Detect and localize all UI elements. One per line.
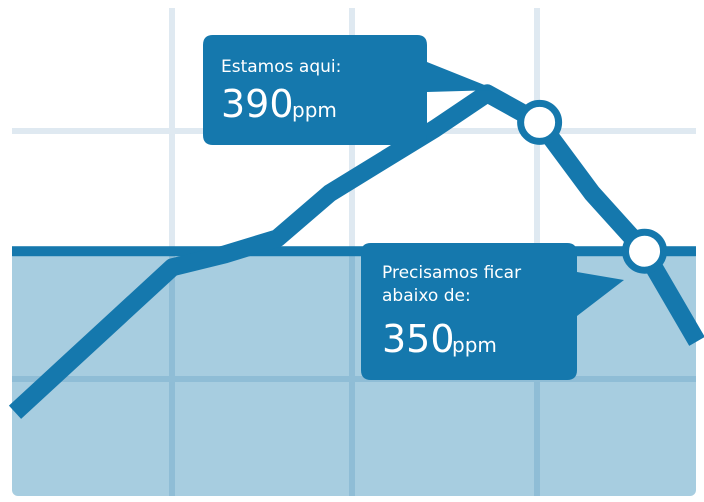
callout-target-label-2: abaixo de: (382, 286, 471, 306)
callout-current-unit: ppm (292, 98, 337, 122)
series-line (8, 84, 704, 419)
callout-target-bubble (361, 243, 624, 380)
callout-current-bubble (203, 35, 497, 145)
target-reference-line (12, 246, 696, 257)
grid-hline-lower-1 (12, 376, 696, 382)
highlight-point-1 (517, 99, 563, 145)
callout-target: Precisamos ficar abaixo de: 350 ppm (361, 243, 624, 380)
callout-target-value: 350 (382, 317, 455, 361)
grid-vline-lower-2 (349, 251, 355, 496)
callout-current-label: Estamos aqui: (221, 57, 341, 77)
callout-target-label-1: Precisamos ficar (382, 263, 521, 283)
callout-current-value: 390 (221, 82, 294, 126)
grid-vline-lower-1 (169, 251, 175, 496)
highlight-point-2 (622, 228, 668, 274)
callout-target-unit: ppm (452, 333, 497, 357)
callout-current: Estamos aqui: 390 ppm (203, 35, 497, 145)
highlight-markers (517, 99, 668, 274)
